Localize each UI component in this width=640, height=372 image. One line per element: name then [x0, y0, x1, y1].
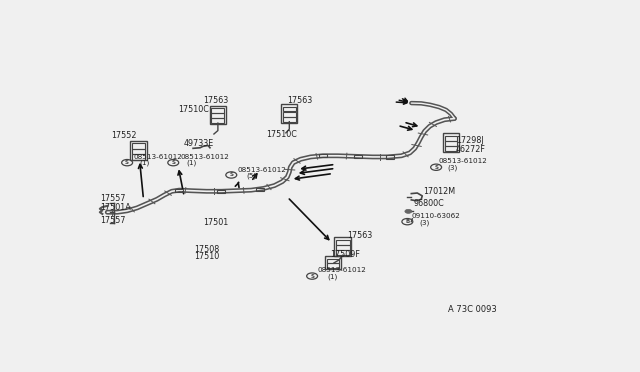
Bar [283, 112, 296, 116]
Text: 08513-61012: 08513-61012 [317, 267, 366, 273]
Text: S: S [229, 173, 234, 177]
Text: (1): (1) [327, 273, 337, 280]
Text: 17563: 17563 [287, 96, 312, 105]
Text: 08513-61012: 08513-61012 [438, 158, 487, 164]
Text: 17508: 17508 [194, 245, 220, 254]
Circle shape [405, 209, 412, 214]
Text: (3): (3) [420, 219, 430, 226]
Text: S: S [434, 165, 438, 170]
Bar [336, 245, 350, 250]
Text: 08513-61012: 08513-61012 [180, 154, 229, 160]
Text: 17510: 17510 [194, 252, 220, 261]
Bar [132, 154, 145, 160]
Bar [218, 190, 225, 193]
Text: 17557: 17557 [100, 194, 125, 203]
Text: 17510C: 17510C [178, 105, 209, 114]
Text: 09110-63062: 09110-63062 [412, 213, 460, 219]
Text: 17501: 17501 [203, 218, 228, 227]
Text: (5): (5) [246, 173, 257, 179]
Bar [132, 149, 145, 154]
Bar [443, 133, 459, 152]
Bar [283, 117, 296, 122]
Text: 17298J: 17298J [456, 137, 484, 145]
Text: 49733E: 49733E [183, 140, 213, 148]
Text: 96800C: 96800C [413, 199, 444, 208]
Text: 17501A: 17501A [100, 203, 131, 212]
Text: 17509F: 17509F [330, 250, 360, 259]
Text: S: S [310, 273, 314, 279]
Text: 17510C: 17510C [266, 129, 297, 139]
Bar [211, 108, 225, 113]
Text: 08513-61012: 08513-61012 [237, 167, 287, 173]
Bar [130, 141, 147, 160]
Text: 17012M: 17012M [423, 187, 455, 196]
Text: 17557: 17557 [100, 215, 125, 225]
Text: 46272F: 46272F [456, 145, 486, 154]
Bar [211, 113, 225, 118]
Bar [255, 188, 264, 191]
Bar [210, 106, 226, 124]
Bar [335, 237, 351, 256]
Text: S: S [172, 160, 175, 165]
Bar [336, 240, 350, 244]
Bar [319, 154, 327, 157]
Text: 17552: 17552 [111, 131, 136, 140]
Bar [175, 189, 183, 192]
Bar [211, 118, 225, 123]
Text: B: B [405, 219, 410, 224]
Bar [326, 263, 339, 268]
Text: (3): (3) [447, 164, 458, 171]
Bar [386, 155, 394, 158]
Text: 08513-61012: 08513-61012 [134, 154, 182, 160]
Text: (1): (1) [140, 160, 150, 166]
Bar [326, 259, 339, 263]
Bar [445, 141, 458, 146]
Bar [283, 107, 296, 111]
Text: S: S [125, 160, 129, 165]
Text: (1): (1) [187, 160, 197, 166]
Text: A 73C 0093: A 73C 0093 [448, 305, 497, 314]
Bar [445, 146, 458, 151]
Bar [325, 256, 341, 269]
Text: 17563: 17563 [203, 96, 228, 105]
Text: 17563: 17563 [347, 231, 372, 240]
Bar [282, 104, 297, 122]
Bar [354, 155, 362, 158]
Bar [336, 250, 350, 255]
Bar [445, 136, 458, 141]
Bar [132, 144, 145, 148]
